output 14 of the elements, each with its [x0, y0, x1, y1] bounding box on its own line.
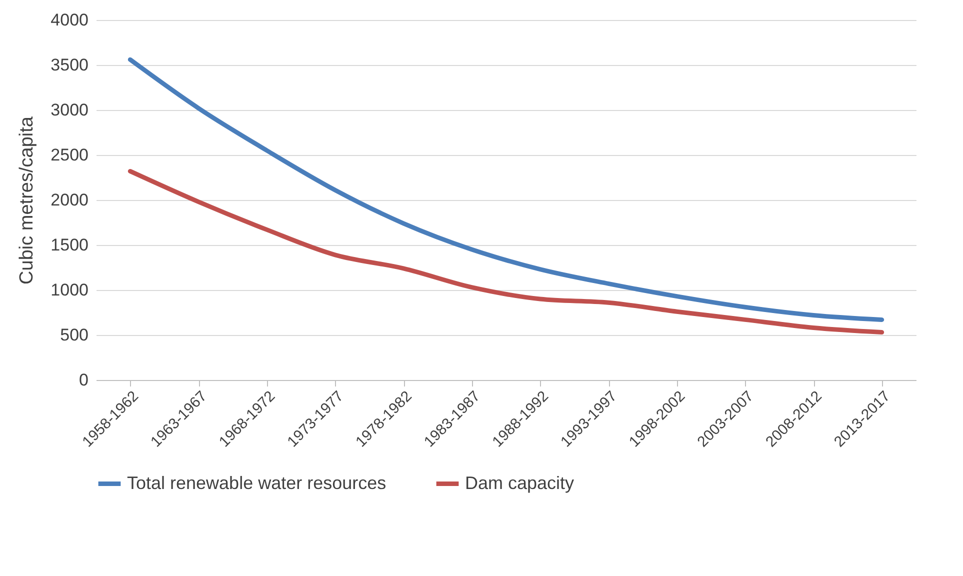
y-tick-label: 500: [60, 326, 88, 344]
line-series: [128, 57, 884, 322]
y-tick-label: 1500: [50, 236, 88, 254]
y-tick-label: 2500: [50, 146, 88, 164]
y-tick-label: 0: [79, 370, 88, 390]
y-tick-label: 2000: [50, 190, 88, 210]
legend-label: Dam capacity: [465, 472, 574, 493]
y-tick-label: 4000: [50, 10, 88, 30]
line-series: [128, 168, 884, 335]
y-tick-label: 3500: [50, 56, 88, 74]
legend-label: Total renewable water resources: [127, 472, 386, 493]
y-tick-label: 1000: [50, 280, 88, 300]
y-axis-title: Cubic metres/capita: [16, 116, 38, 284]
y-tick-label: 3000: [50, 100, 88, 120]
